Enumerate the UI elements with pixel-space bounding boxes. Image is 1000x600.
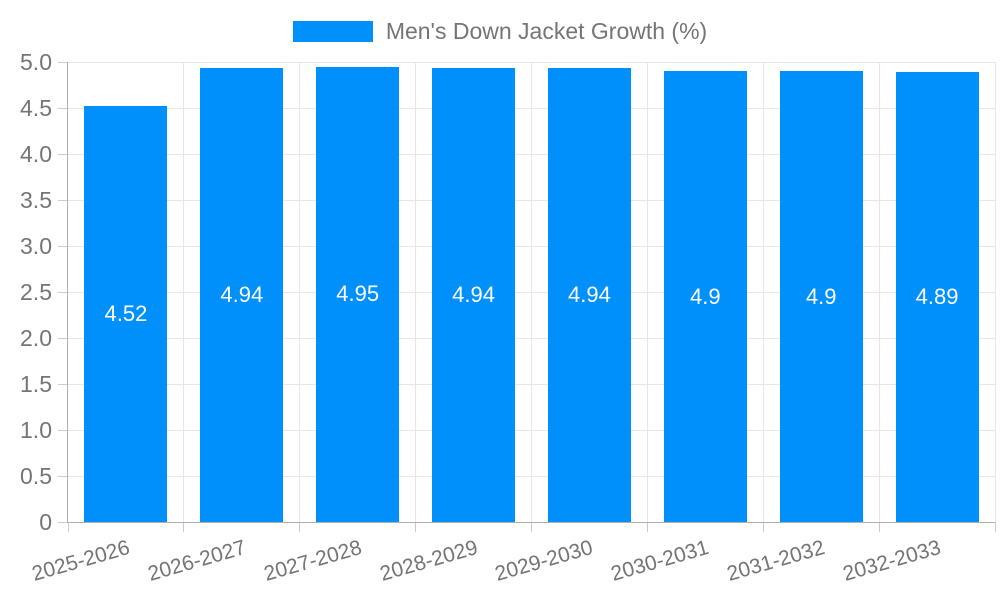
x-axis-tick xyxy=(183,522,185,532)
bar[interactable] xyxy=(432,67,516,522)
x-axis-tick xyxy=(67,522,69,532)
x-axis-tick xyxy=(531,522,532,532)
y-axis-tick xyxy=(58,153,68,155)
gridline-vertical xyxy=(531,62,532,522)
x-axis-tick xyxy=(994,522,996,532)
bar-value-label: 4.94 xyxy=(568,281,611,307)
y-axis-tick xyxy=(58,245,68,247)
x-axis-line xyxy=(68,522,995,523)
y-axis-tick xyxy=(58,337,68,339)
y-axis-tick-label: 3.0 xyxy=(20,232,52,259)
y-axis-tick-label: 1.0 xyxy=(20,416,52,443)
gridline-vertical xyxy=(415,62,417,522)
bar-value-label: 4.94 xyxy=(452,281,495,307)
legend[interactable]: Men's Down Jacket Growth (%) xyxy=(0,18,1000,45)
y-axis-tick-label: 1.5 xyxy=(20,370,52,397)
x-axis-tick xyxy=(299,522,301,532)
y-axis-tick-label: 4.0 xyxy=(20,140,52,167)
y-axis-tick-label: 3.5 xyxy=(20,186,52,213)
y-axis-tick xyxy=(58,107,68,109)
x-axis-tick xyxy=(646,522,648,532)
y-axis-tick xyxy=(58,521,68,523)
y-axis-tick xyxy=(58,475,68,477)
x-axis-tick xyxy=(878,522,880,532)
bar[interactable] xyxy=(316,66,400,522)
bar[interactable] xyxy=(84,106,168,522)
x-axis-tick xyxy=(762,522,764,532)
y-axis-tick-label: 0 xyxy=(39,508,52,535)
bar[interactable] xyxy=(547,67,631,522)
bar[interactable] xyxy=(779,71,863,522)
y-axis-tick xyxy=(58,199,68,201)
bar-value-label: 4.52 xyxy=(104,301,148,327)
y-axis-tick xyxy=(58,291,68,293)
gridline-vertical xyxy=(994,62,996,522)
gridline-vertical xyxy=(646,62,648,522)
bar[interactable] xyxy=(200,67,284,522)
y-axis-tick-label: 0.5 xyxy=(20,462,52,489)
y-axis-tick xyxy=(58,383,68,385)
y-axis-tick xyxy=(58,61,68,63)
gridline-vertical xyxy=(299,62,301,522)
y-axis-tick-label: 5.0 xyxy=(20,48,52,75)
bar[interactable] xyxy=(663,71,747,522)
y-axis-tick-label: 2.0 xyxy=(20,324,52,351)
bar[interactable] xyxy=(895,72,979,522)
y-axis-tick-label: 4.5 xyxy=(20,94,52,121)
gridline-vertical xyxy=(878,62,880,522)
y-axis-line xyxy=(67,62,68,523)
bar-value-label: 4.9 xyxy=(805,283,837,309)
y-axis-tick-label: 2.5 xyxy=(20,278,52,305)
gridline-vertical xyxy=(183,62,185,522)
y-axis-tick xyxy=(58,429,68,431)
x-axis-tick xyxy=(415,522,417,532)
bar-value-label: 4.89 xyxy=(915,284,959,310)
bar-value-label: 4.95 xyxy=(336,281,380,307)
bar-value-label: 4.94 xyxy=(220,281,264,307)
legend-label: Men's Down Jacket Growth (%) xyxy=(385,18,708,44)
gridline-vertical xyxy=(762,62,764,522)
legend-swatch[interactable] xyxy=(292,21,373,42)
bar-value-label: 4.9 xyxy=(690,283,721,309)
